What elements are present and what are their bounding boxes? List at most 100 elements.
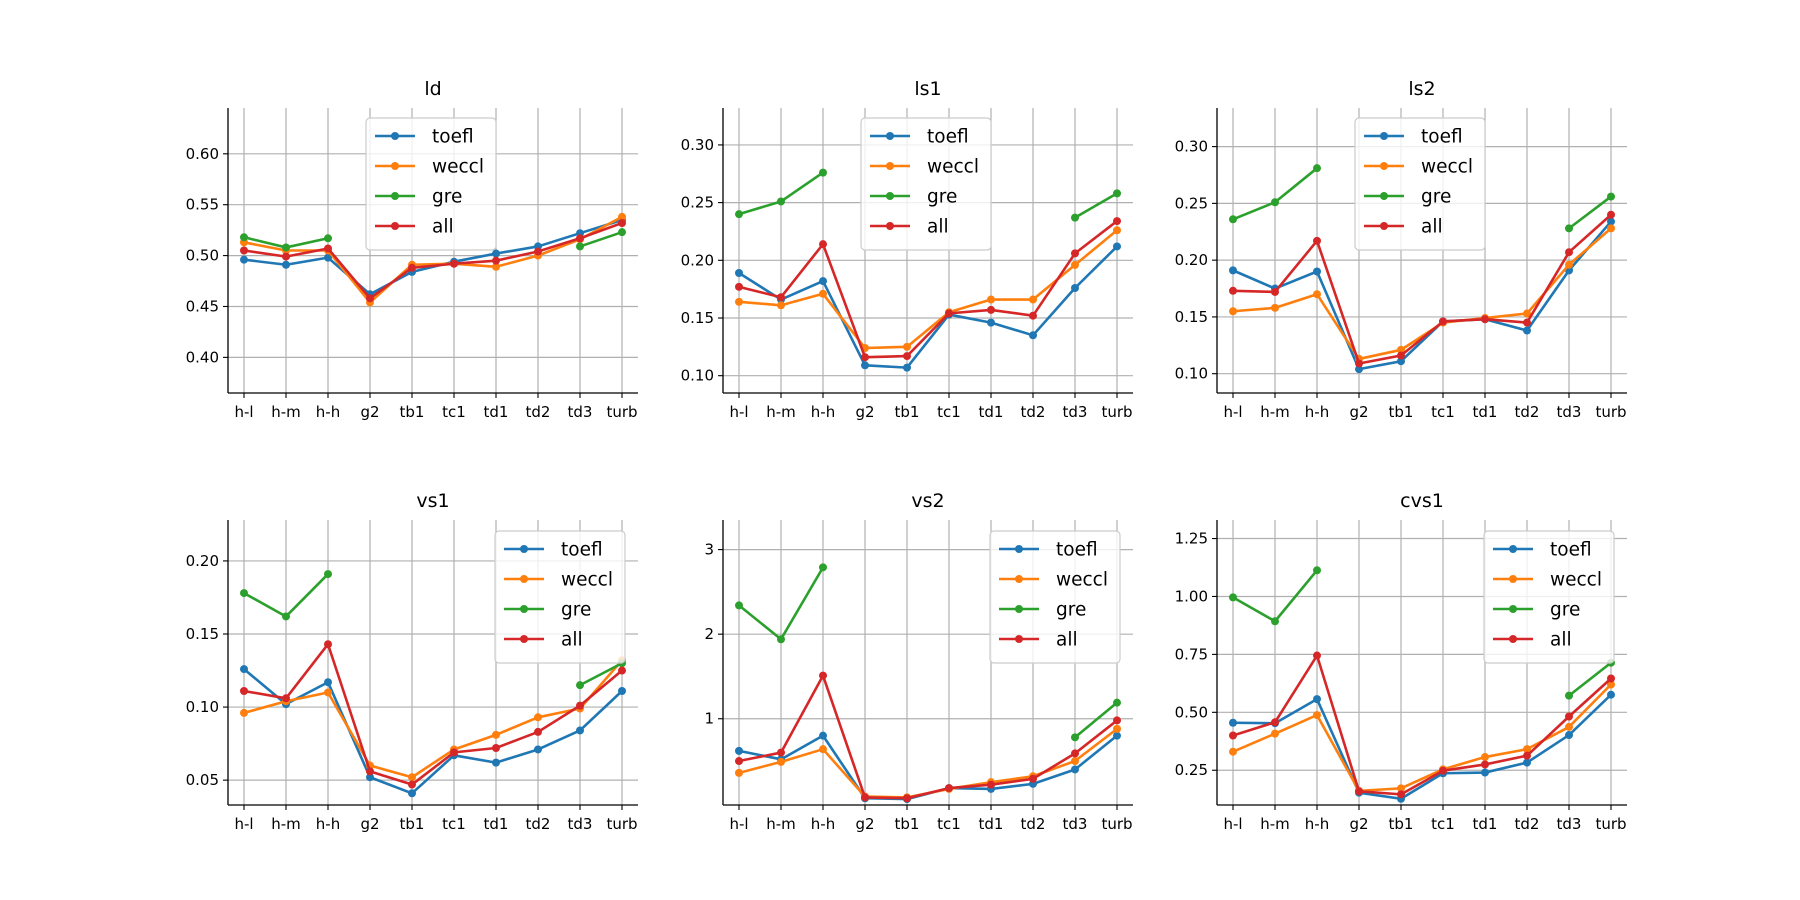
data-point-all: [618, 219, 626, 228]
data-point-weccl: [1029, 295, 1037, 304]
x-tick-label: tc1: [1431, 815, 1455, 833]
legend-frame: [494, 530, 626, 664]
data-point-weccl: [1113, 226, 1121, 235]
data-point-all: [1565, 712, 1573, 721]
data-point-toefl: [282, 260, 290, 269]
data-point-all: [1313, 651, 1321, 660]
series-line-toefl: [243, 668, 623, 795]
data-point-weccl: [1397, 345, 1405, 354]
data-point-toefl: [1523, 326, 1531, 335]
legend-marker-weccl: [1509, 575, 1517, 583]
x-tick-label: h-l: [1223, 403, 1242, 421]
x-tick-label: g2: [855, 403, 874, 421]
x-tick-label: g2: [360, 815, 379, 833]
data-point-toefl: [903, 363, 911, 372]
y-tick-label: 0.10: [186, 698, 219, 716]
x-tick-label: h-h: [316, 815, 340, 833]
x-tick-label: td1: [979, 815, 1004, 833]
series-line-weccl: [1232, 683, 1612, 793]
data-point-all: [1439, 317, 1447, 326]
data-point-weccl: [987, 295, 995, 304]
data-point-toefl: [618, 687, 626, 695]
data-point-all: [1029, 311, 1037, 320]
x-tick-label: turb: [606, 403, 637, 421]
data-point-weccl: [1113, 724, 1121, 733]
y-tick-label: 0.15: [186, 625, 219, 643]
data-point-all: [1071, 749, 1079, 758]
subplot-title: vs2: [911, 490, 944, 512]
legend-label-all: all: [1056, 630, 1078, 651]
x-tick-label: td1: [484, 815, 509, 833]
series-line-gre: [1568, 195, 1612, 230]
x-tick-label: td2: [1021, 403, 1046, 421]
data-point-all: [735, 282, 743, 291]
data-point-gre: [282, 612, 290, 621]
x-tick-label: turb: [1595, 815, 1626, 833]
x-tick-label: turb: [1595, 403, 1626, 421]
y-tick-label: 0.50: [1175, 703, 1208, 721]
x-tick-label: g2: [855, 815, 874, 833]
x-tick-label: tb1: [895, 815, 920, 833]
legend-label-weccl: weccl: [927, 157, 979, 178]
data-point-all: [408, 780, 416, 789]
y-tick-label: 0.15: [1175, 308, 1208, 326]
x-tick-label: tb1: [895, 403, 920, 421]
x-tick-label: tc1: [937, 403, 961, 421]
data-point-weccl: [819, 289, 827, 298]
data-point-weccl: [1607, 224, 1615, 233]
data-point-weccl: [492, 730, 500, 739]
series-line-all: [1232, 213, 1612, 365]
data-point-all: [1565, 248, 1573, 257]
data-point-gre: [777, 635, 785, 644]
x-tick-label: tc1: [1431, 403, 1455, 421]
series-line-all: [738, 674, 1118, 800]
series-line-all: [1232, 654, 1612, 796]
legend-label-toefl: toefl: [927, 127, 969, 148]
y-tick-label: 3: [704, 541, 714, 559]
legend-label-gre: gre: [927, 187, 957, 208]
legend-frame: [860, 117, 992, 251]
legend-label-all: all: [561, 630, 583, 651]
x-tick-label: td3: [1063, 403, 1088, 421]
series-line-toefl: [1232, 693, 1612, 801]
data-point-all: [1355, 359, 1363, 368]
legend-marker-weccl: [520, 575, 528, 583]
x-tick-label: td2: [526, 403, 551, 421]
data-point-toefl: [1607, 690, 1615, 699]
data-point-all: [1113, 217, 1121, 226]
y-tick-label: 0.05: [186, 771, 219, 789]
data-point-gre: [282, 243, 290, 252]
series-line-weccl: [243, 659, 623, 779]
y-tick-label: 0.25: [681, 194, 714, 212]
series-line-gre: [1568, 661, 1612, 697]
data-point-weccl: [408, 773, 416, 782]
data-point-gre: [735, 601, 743, 610]
data-point-toefl: [240, 255, 248, 264]
legend-label-toefl: toefl: [1056, 540, 1098, 561]
data-point-toefl: [324, 253, 332, 262]
y-tick-label: 0.60: [186, 145, 219, 163]
x-tick-label: h-m: [1260, 815, 1290, 833]
x-tick-label: tc1: [937, 815, 961, 833]
x-tick-label: g2: [360, 403, 379, 421]
data-point-all: [903, 352, 911, 361]
data-point-toefl: [1565, 731, 1573, 740]
data-point-all: [576, 234, 584, 243]
y-tick-label: 1.00: [1175, 587, 1208, 605]
legend-marker-toefl: [1015, 545, 1023, 553]
data-point-all: [861, 353, 869, 362]
data-point-gre: [240, 233, 248, 242]
legend-label-weccl: weccl: [1421, 157, 1473, 178]
legend-marker-weccl: [1380, 162, 1388, 170]
data-point-all: [987, 780, 995, 789]
data-point-toefl: [819, 731, 827, 740]
data-point-all: [1397, 790, 1405, 799]
y-tick-label: 0.10: [1175, 365, 1208, 383]
legend-marker-toefl: [1509, 545, 1517, 553]
series-line-gre: [1074, 701, 1118, 739]
data-point-all: [450, 748, 458, 757]
data-point-all: [240, 246, 248, 255]
data-point-toefl: [1397, 357, 1405, 366]
data-point-all: [1607, 674, 1615, 683]
data-point-gre: [1113, 698, 1121, 707]
